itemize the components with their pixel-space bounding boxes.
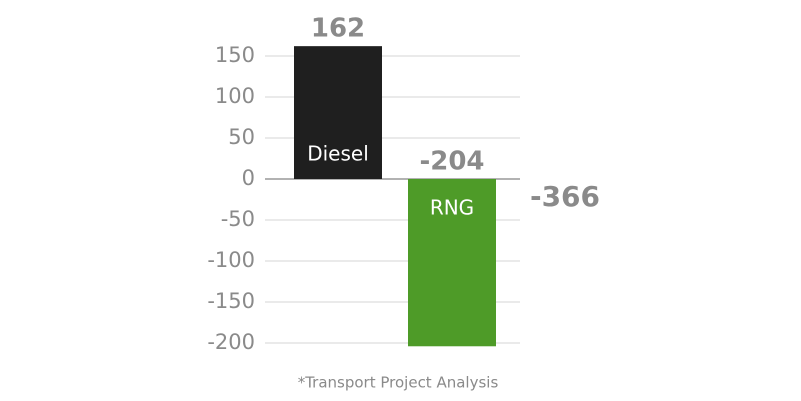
y-tick-label: -100: [207, 248, 255, 272]
y-tick-label: -150: [207, 289, 255, 313]
bar: [408, 179, 496, 347]
y-tick-label: 50: [228, 125, 255, 149]
y-tick-label: -50: [221, 207, 255, 231]
value-label: -204: [419, 147, 484, 177]
footnote: *Transport Project Analysis: [298, 374, 499, 392]
y-tick-label: 150: [215, 43, 255, 67]
y-tick-label: 0: [242, 166, 255, 190]
category-label: RNG: [430, 196, 474, 220]
annotation: -366: [530, 180, 600, 213]
category-label: Diesel: [307, 142, 369, 166]
value-label: 162: [311, 14, 365, 44]
y-tick-label: -200: [207, 330, 255, 354]
bar: [294, 46, 382, 179]
y-tick-label: 100: [215, 84, 255, 108]
